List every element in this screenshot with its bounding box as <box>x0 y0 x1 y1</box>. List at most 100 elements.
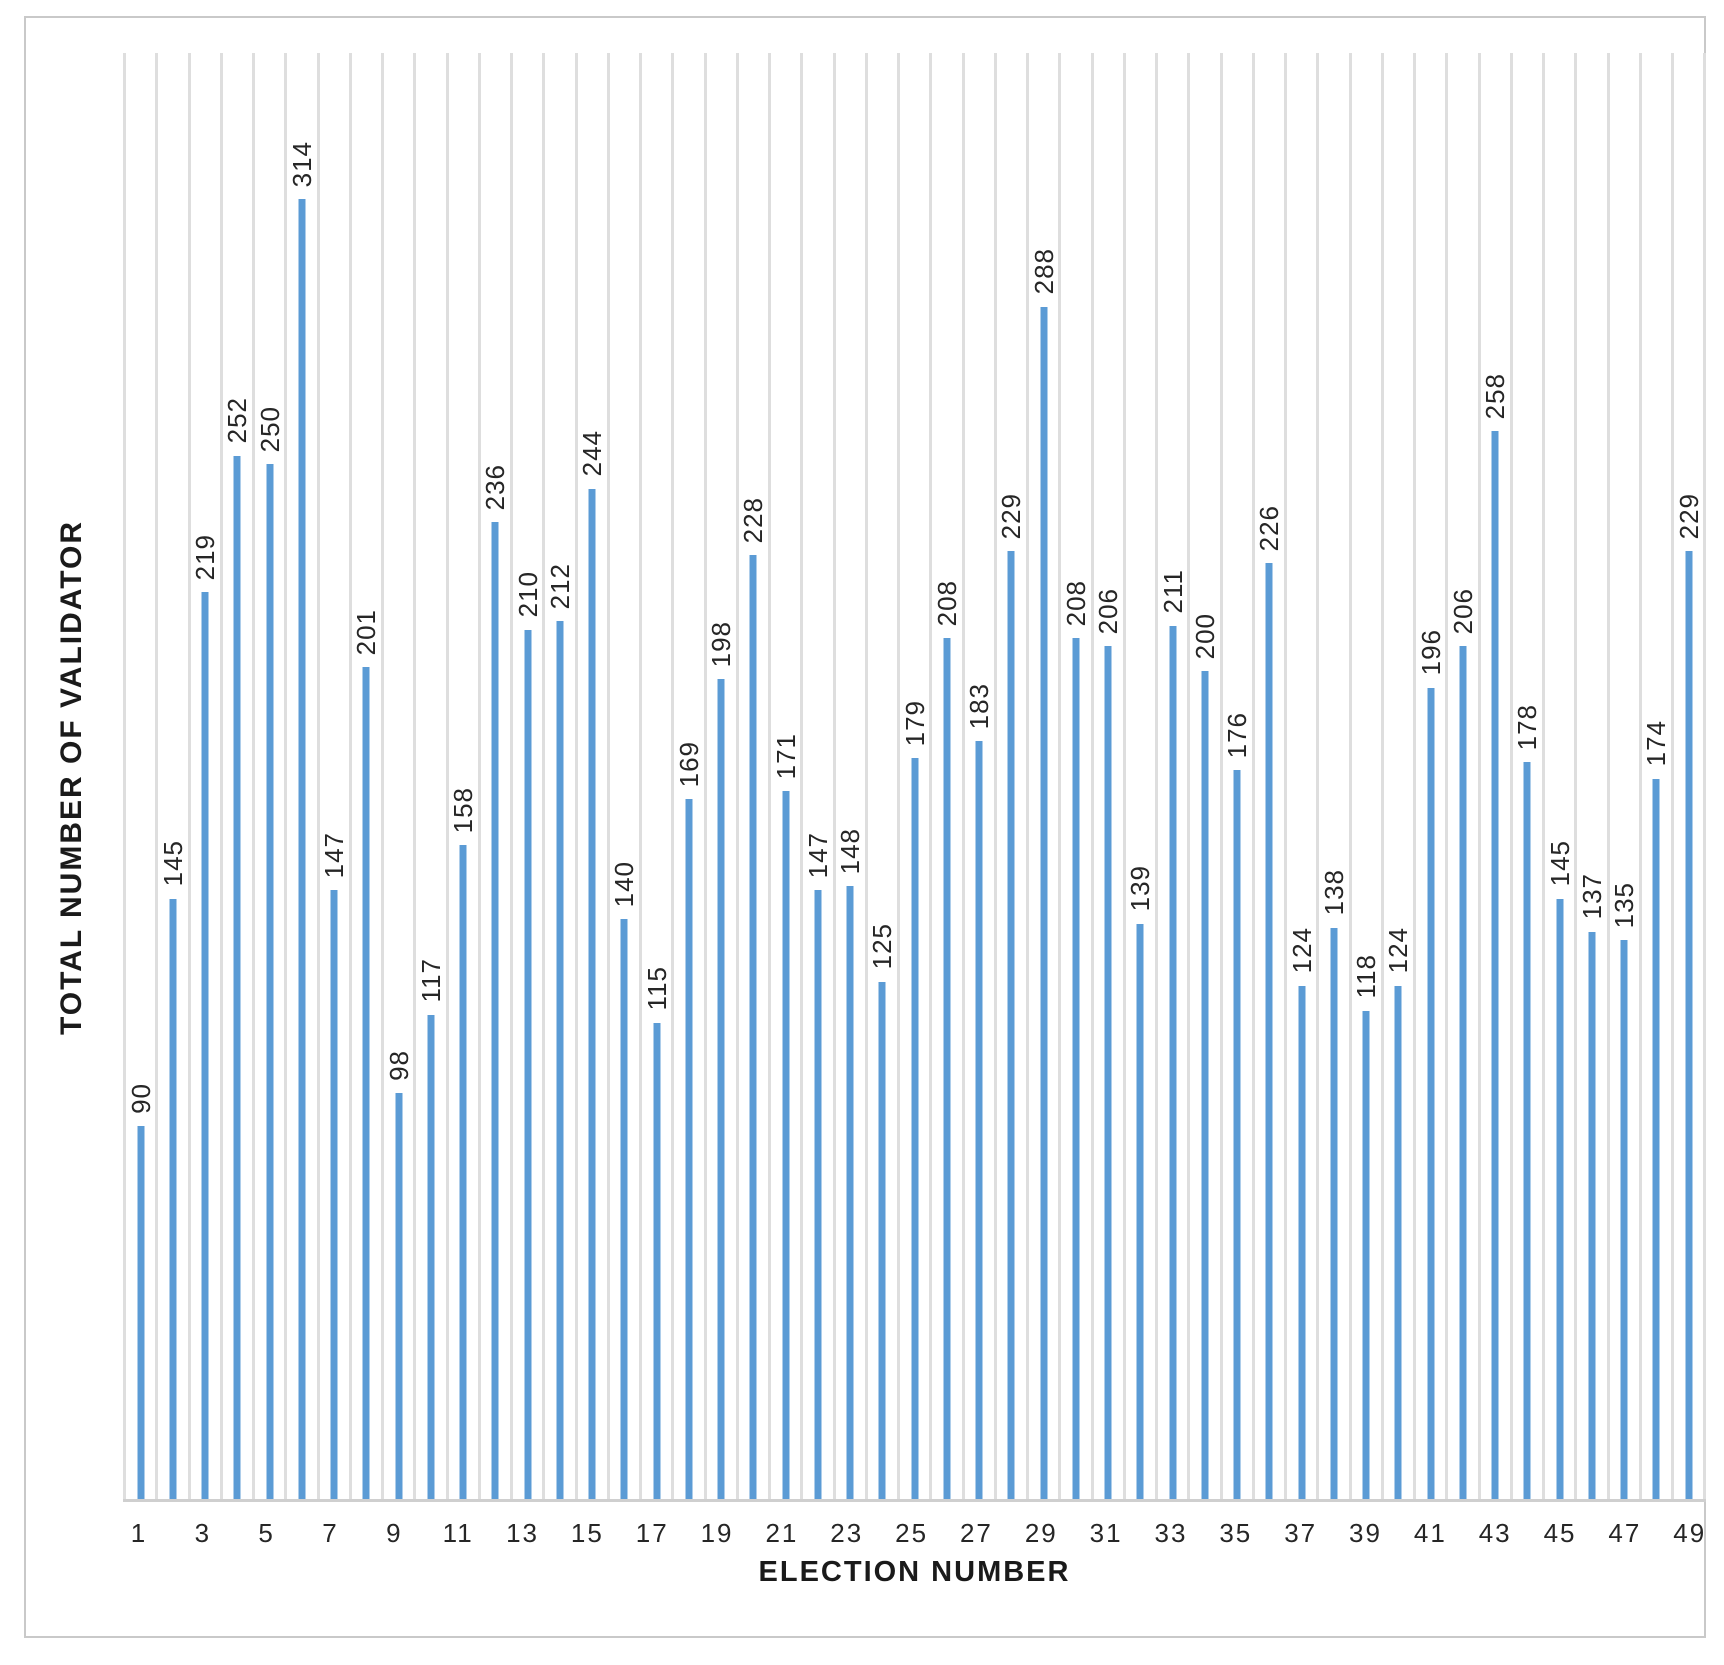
bar <box>1588 931 1596 1499</box>
chart-column: 176 <box>1219 53 1253 1499</box>
bar <box>588 488 596 1499</box>
bar <box>1685 550 1693 1499</box>
chart-column: 228 <box>735 53 768 1499</box>
chart-column: 135 <box>1606 53 1640 1499</box>
bar-value-label: 219 <box>190 533 221 581</box>
bar <box>1556 898 1564 1499</box>
bar <box>1652 778 1660 1499</box>
bar <box>427 1014 435 1499</box>
x-tick-label <box>1382 1518 1414 1549</box>
chart-column: 206 <box>1445 53 1478 1499</box>
x-tick-label: 13 <box>506 1518 539 1548</box>
chart-column: 208 <box>1058 53 1091 1499</box>
chart-column: 179 <box>897 53 930 1499</box>
x-tick-label: 45 <box>1543 1518 1577 1548</box>
bar-value-label: 135 <box>1609 881 1640 929</box>
bar <box>1265 563 1273 1499</box>
chart-column: 206 <box>1090 53 1123 1499</box>
bar <box>846 886 854 1499</box>
x-tick-label <box>1187 1518 1219 1549</box>
chart-column: 183 <box>961 53 994 1499</box>
bar <box>1459 646 1467 1499</box>
bar-value-label: 148 <box>835 827 866 875</box>
bar-value-label: 211 <box>1157 569 1188 614</box>
bar-value-label: 158 <box>448 786 479 833</box>
bar-value-label: 117 <box>415 958 446 1003</box>
bar <box>362 666 370 1499</box>
chart-column: 210 <box>510 53 543 1499</box>
chart-column: 98 <box>381 53 414 1499</box>
bar-value-label: 171 <box>770 732 801 780</box>
chart-column: 236 <box>477 53 511 1499</box>
chart-column: 137 <box>1574 53 1607 1499</box>
x-tick-label <box>539 1518 571 1549</box>
bar-value-label: 288 <box>1028 248 1059 295</box>
x-axis-labels: 1 3 5 7 9 11 13 15 17 19 21 23 25 27 29 31 33 35 37 39 41 43 4… <box>123 1518 1706 1549</box>
chart-column: 125 <box>864 53 897 1499</box>
bar-value-label: 210 <box>512 571 543 618</box>
bar-value-label: 236 <box>480 463 511 510</box>
x-tick-label: 39 <box>1349 1518 1382 1548</box>
x-tick-label <box>219 1518 251 1549</box>
bar-value-label: 212 <box>544 562 575 610</box>
bar-value-label: 198 <box>706 620 737 668</box>
bar <box>685 799 693 1499</box>
bar <box>1201 671 1209 1499</box>
bar <box>1491 430 1499 1499</box>
x-tick-label <box>1512 1518 1544 1549</box>
bar <box>782 791 790 1499</box>
x-tick-label: 15 <box>570 1518 604 1548</box>
chart-column: 250 <box>252 53 285 1499</box>
bar <box>1233 770 1241 1499</box>
chart-column: 244 <box>574 53 607 1499</box>
bar-value-label: 176 <box>1222 712 1253 759</box>
x-tick-label <box>1123 1518 1155 1549</box>
x-tick-label: 19 <box>700 1518 734 1548</box>
bar-value-label: 206 <box>1447 587 1478 635</box>
bar-value-label: 208 <box>931 579 962 626</box>
bar-value-label: 145 <box>1544 840 1575 887</box>
x-tick-label: 29 <box>1024 1518 1058 1548</box>
x-tick-label: 5 <box>258 1518 275 1548</box>
bar-value-label: 90 <box>125 1083 156 1115</box>
bar <box>266 464 274 1499</box>
x-tick-label <box>863 1518 895 1549</box>
bar-value-label: 229 <box>1673 492 1704 539</box>
x-tick-label: 7 <box>322 1518 339 1548</box>
y-axis-title: TOTAL NUMBER OF VALIDATOR <box>55 520 88 1035</box>
x-tick-label: 3 <box>194 1518 212 1548</box>
x-tick-label: 49 <box>1673 1518 1707 1548</box>
x-tick-label <box>993 1518 1025 1549</box>
chart-column: 145 <box>1542 53 1575 1499</box>
bar <box>911 757 919 1499</box>
x-tick-label <box>798 1518 830 1549</box>
bar-value-label: 169 <box>673 740 704 788</box>
chart-column: 124 <box>1284 53 1317 1499</box>
bar-value-label: 179 <box>899 699 930 746</box>
x-tick-label: 11 <box>442 1518 474 1548</box>
x-tick-label <box>604 1518 636 1549</box>
bar <box>1427 687 1435 1499</box>
chart-column: 252 <box>219 53 252 1499</box>
bar-value-label: 124 <box>1286 927 1317 974</box>
x-tick-label <box>734 1518 766 1549</box>
bar <box>653 1022 661 1499</box>
chart-column: 178 <box>1509 53 1542 1499</box>
chart-column: 196 <box>1413 53 1446 1499</box>
bar <box>1007 550 1015 1499</box>
bar <box>1523 762 1531 1499</box>
x-tick-label <box>669 1518 701 1549</box>
bar-value-label: 258 <box>1480 372 1511 419</box>
bar-value-label: 147 <box>319 832 350 879</box>
bar-value-label: 174 <box>1641 720 1672 767</box>
x-tick-label <box>1058 1518 1090 1549</box>
bar <box>524 629 532 1499</box>
chart-column: 139 <box>1122 53 1155 1499</box>
bar <box>330 890 338 1499</box>
x-tick-label <box>1641 1518 1673 1549</box>
bar <box>749 555 757 1499</box>
chart-column: 90 <box>123 53 156 1499</box>
chart-column: 147 <box>316 53 350 1499</box>
x-tick-label <box>1317 1518 1349 1549</box>
